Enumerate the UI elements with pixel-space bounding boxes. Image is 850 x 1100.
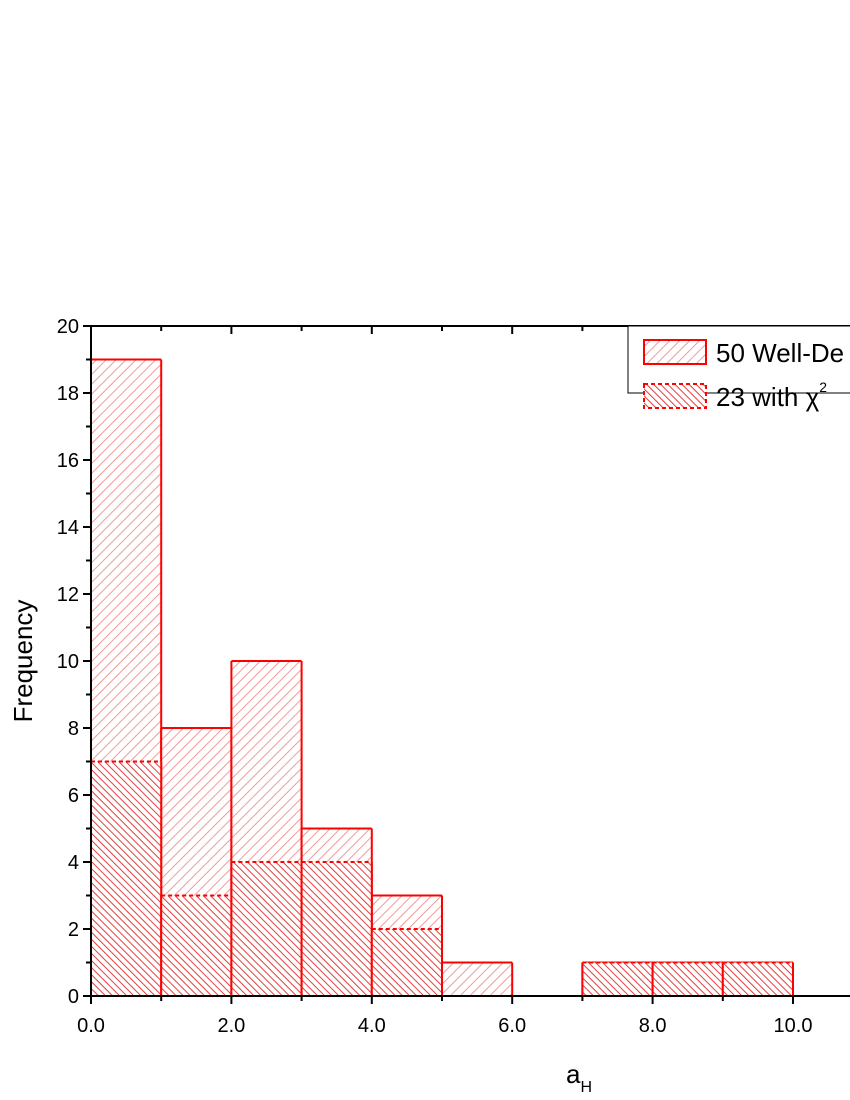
bar-chi	[652, 962, 723, 996]
y-tick-label: 14	[57, 517, 79, 539]
x-tick-label: 6.0	[498, 1015, 526, 1037]
bar-chi	[91, 761, 162, 996]
bar-chi	[161, 895, 232, 996]
y-tick-label: 16	[57, 450, 79, 472]
y-tick-label: 20	[57, 316, 79, 338]
bar-chi	[301, 862, 372, 996]
legend-label-all: 50 Well-De	[716, 338, 844, 368]
legend-swatch-chi	[643, 383, 707, 409]
legend-swatch-all	[643, 339, 707, 365]
x-axis-title-subscript: H	[580, 1079, 592, 1096]
x-tick-label: 10.0	[774, 1015, 813, 1037]
bar-all	[442, 962, 513, 996]
y-tick-label: 6	[68, 785, 79, 807]
y-tick-label: 4	[68, 852, 79, 874]
y-axis-ticks: 0 2 4 6 8 10 12 14 16 18 20	[57, 316, 91, 1008]
legend-label-chi-superscript: 2	[819, 379, 827, 395]
bar-chi	[582, 962, 653, 996]
x-tick-label: 0.0	[77, 1015, 105, 1037]
bar-chi	[722, 962, 793, 996]
bar-chi	[231, 862, 302, 996]
x-tick-label: 2.0	[217, 1015, 245, 1037]
legend: 50 Well-De 23 with χ2	[627, 325, 850, 412]
legend-label-chi: 23 with χ2	[716, 379, 827, 412]
y-tick-label: 8	[68, 718, 79, 740]
y-tick-label: 0	[68, 986, 79, 1008]
y-axis-title: Frequency	[8, 600, 38, 723]
y-tick-label: 12	[57, 584, 79, 606]
y-tick-label: 2	[68, 919, 79, 941]
x-axis-title: aH	[566, 1059, 592, 1096]
x-tick-label: 8.0	[639, 1015, 667, 1037]
y-tick-label: 18	[57, 383, 79, 405]
bar-chi	[371, 929, 442, 996]
series-chi-bars	[90, 760, 794, 996]
y-tick-label: 10	[57, 651, 79, 673]
x-tick-label: 4.0	[358, 1015, 386, 1037]
